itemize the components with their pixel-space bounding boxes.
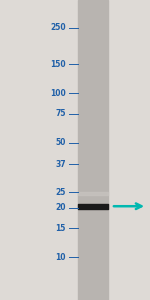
Text: 250: 250 [50,23,66,32]
Text: 50: 50 [56,138,66,147]
Text: 150: 150 [50,60,66,69]
Text: 100: 100 [50,89,66,98]
Text: 25: 25 [56,188,66,196]
Text: 10: 10 [56,253,66,262]
Text: 75: 75 [56,109,66,118]
Text: 37: 37 [55,160,66,169]
Text: 20: 20 [56,203,66,212]
Text: 15: 15 [56,224,66,233]
Bar [78,0,108,300]
